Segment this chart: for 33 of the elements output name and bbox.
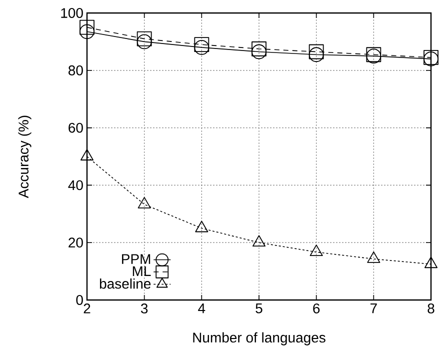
x-axis-title: Number of languages <box>193 332 326 346</box>
point <box>136 34 152 50</box>
x-tick-label: 5 <box>256 304 262 314</box>
y-tick-label: 20 <box>68 238 83 248</box>
point <box>424 256 438 268</box>
point <box>310 244 323 256</box>
y-tick-label: 60 <box>68 122 83 133</box>
legend-label: PPM <box>122 254 150 264</box>
y-tick-label: 40 <box>68 180 83 190</box>
point <box>80 149 94 160</box>
point <box>136 31 152 46</box>
legend-label: baseline <box>100 278 151 289</box>
x-tick-label: 6 <box>313 304 320 314</box>
point <box>195 220 208 232</box>
legend-label: ML <box>132 266 151 276</box>
point <box>308 44 324 60</box>
point <box>308 47 324 62</box>
point <box>367 252 380 263</box>
x-tick-label: 3 <box>140 304 148 314</box>
x-tick-label: 2 <box>84 304 90 314</box>
x-tick-label: 7 <box>370 304 377 314</box>
point <box>252 41 266 56</box>
y-tick-label: 80 <box>68 65 83 76</box>
point <box>138 196 151 208</box>
y-tick-label: 100 <box>61 8 83 18</box>
y-tick-label: 0 <box>76 295 83 305</box>
point <box>252 44 266 60</box>
point <box>252 235 266 247</box>
y-axis-title: Accuracy (%) <box>18 116 32 198</box>
point <box>80 20 94 35</box>
point <box>80 24 94 40</box>
x-tick-label: 4 <box>198 304 206 314</box>
x-tick-label: 8 <box>428 304 434 314</box>
